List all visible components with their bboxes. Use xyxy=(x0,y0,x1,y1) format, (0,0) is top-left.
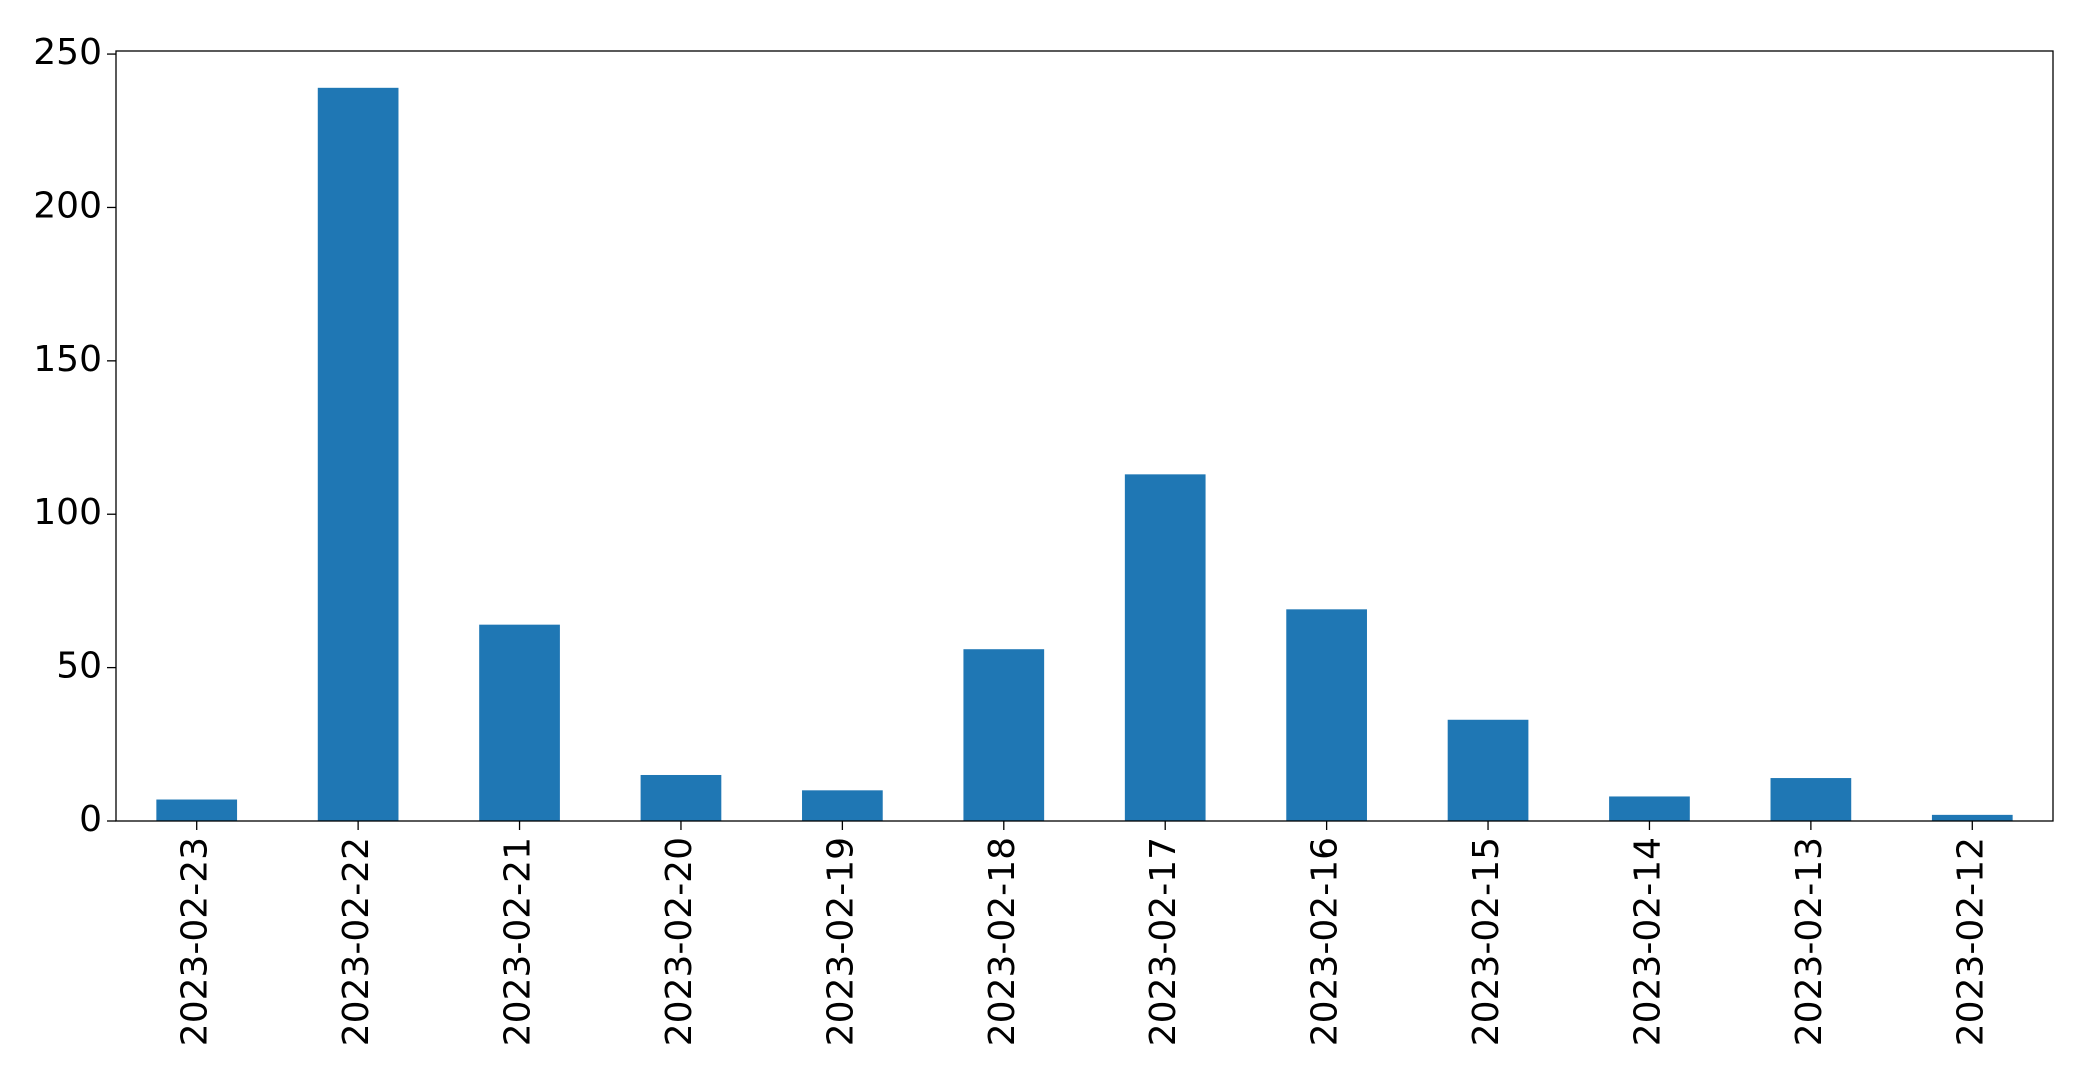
x-tick-label: 2023-02-16 xyxy=(1305,837,1346,1046)
y-tick-label: 200 xyxy=(33,185,102,226)
y-tick-label: 250 xyxy=(33,32,102,73)
bar xyxy=(963,649,1045,821)
x-tick-label: 2023-02-19 xyxy=(820,837,861,1046)
bar xyxy=(1770,778,1852,821)
bar xyxy=(802,790,883,821)
bar xyxy=(1286,609,1367,821)
x-tick-label: 2023-02-18 xyxy=(982,837,1023,1046)
y-tick-label: 50 xyxy=(56,646,102,687)
bar xyxy=(1931,814,2013,821)
bar xyxy=(640,774,722,821)
x-tick-label: 2023-02-14 xyxy=(1627,837,1668,1046)
x-tick-label: 2023-02-12 xyxy=(1950,837,1991,1046)
y-tick-label: 100 xyxy=(33,492,102,533)
bar xyxy=(156,799,238,821)
x-tick-label: 2023-02-20 xyxy=(659,837,700,1046)
bar xyxy=(479,624,560,821)
x-tick-label: 2023-02-23 xyxy=(175,837,216,1046)
x-tick-label: 2023-02-21 xyxy=(498,837,539,1046)
x-tick-label: 2023-02-15 xyxy=(1466,837,1507,1046)
plot-frame xyxy=(115,50,2054,822)
bar xyxy=(1124,474,1206,821)
bar xyxy=(1609,796,1690,821)
x-tick-label: 2023-02-22 xyxy=(336,837,377,1046)
y-tick-label: 150 xyxy=(33,339,102,380)
x-tick-label: 2023-02-13 xyxy=(1789,837,1830,1046)
y-tick-label: 0 xyxy=(79,799,102,840)
bar xyxy=(317,87,399,822)
bar xyxy=(1447,719,1529,821)
x-tick-label: 2023-02-17 xyxy=(1143,837,1184,1046)
